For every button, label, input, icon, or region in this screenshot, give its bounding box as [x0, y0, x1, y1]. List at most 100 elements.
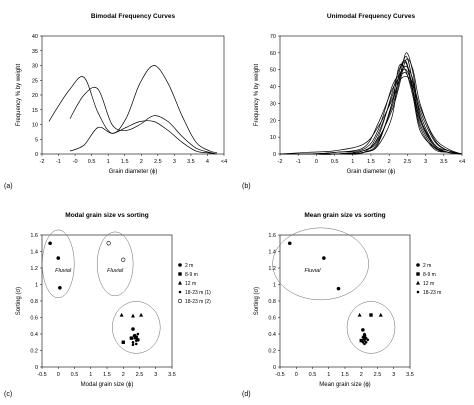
- series-line-3: [69, 120, 218, 155]
- y-tick-label: 20: [270, 118, 276, 124]
- data-point-4: [134, 342, 138, 346]
- x-tick-label: -0: [73, 159, 78, 165]
- y-tick-label: 0.6: [30, 316, 38, 322]
- legend-label: 8-9 m: [423, 272, 436, 278]
- y-axis-label: Frequency % by weight: [16, 63, 22, 126]
- legend-label: 2 m: [423, 263, 431, 269]
- data-point-4: [364, 336, 368, 340]
- y-tick-label: 10: [32, 123, 38, 129]
- x-tick-label: -1: [56, 159, 61, 165]
- x-tick-label: 0: [57, 372, 60, 378]
- panel-label-a: (a): [4, 183, 13, 190]
- data-point-4: [361, 336, 365, 339]
- y-tick-label: 10: [270, 135, 276, 141]
- x-tick-label: 0: [295, 372, 298, 378]
- data-point-4: [361, 340, 365, 344]
- y-tick-label: 60: [270, 51, 276, 57]
- x-tick-label: 3.5: [406, 372, 414, 378]
- data-point-2: [359, 338, 363, 343]
- data-point-2: [129, 336, 134, 340]
- x-tick-label: 2.5: [374, 372, 382, 378]
- series-line-5: [279, 68, 463, 155]
- series-line-7: [279, 58, 463, 155]
- data-point-3: [119, 312, 124, 317]
- y-tick-label: 1: [35, 283, 38, 289]
- y-tick-label: 1.6: [30, 233, 38, 239]
- x-tick-label: 2: [140, 159, 143, 165]
- x-tick-label: 1: [327, 372, 330, 378]
- data-point-4: [363, 339, 366, 342]
- x-tick-label: 1.5: [121, 159, 129, 165]
- chart-modal-vs-sorting: Modal grain size vs sorting 0 0.2 0.4 0.6 0.8…: [16, 212, 211, 388]
- x-tick-label: -2: [40, 159, 45, 165]
- x-tick-label: -1: [296, 159, 301, 165]
- y-tick-label: 0.8: [30, 299, 38, 305]
- x-axis-label: Grain diameter (ϕ): [109, 169, 158, 175]
- cluster-ellipse: [42, 229, 75, 299]
- panel-label-c: (c): [4, 391, 13, 398]
- y-tick-label: 35: [32, 49, 38, 55]
- panel-a: Bimodal Frequency Curves 0 5 10 15 20 25 30 35 40…: [2, 2, 234, 192]
- y-tick-label: 1: [273, 283, 276, 289]
- x-tick-label: 1: [107, 159, 110, 165]
- chart-title: Bimodal Frequency Curves: [91, 13, 176, 20]
- plot-frame: [279, 35, 463, 155]
- data-point-1: [48, 241, 52, 246]
- plot-frame: [41, 234, 173, 368]
- data-point-4: [364, 340, 368, 344]
- data-point-1: [336, 286, 341, 291]
- y-tick-label: 5: [35, 137, 38, 143]
- series-line-9: [279, 76, 463, 155]
- x-tick-label: 2.5: [404, 159, 412, 165]
- y-tick-label: 0.6: [268, 316, 276, 322]
- data-point-1: [287, 241, 292, 246]
- panel-b: Unimodal Frequency Curves 0 10 20 30 40 50 60 70…: [240, 2, 472, 192]
- chart-bimodal: Bimodal Frequency Curves0510152025303540…: [16, 13, 227, 175]
- x-tick-label: 2.5: [154, 159, 162, 165]
- x-tick-label: 0.5: [88, 159, 96, 165]
- annotation-fluvial: Fluvial: [107, 268, 124, 274]
- x-tick-label: 0: [315, 159, 318, 165]
- x-tick-label: 3: [154, 372, 157, 378]
- y-tick-label: 20: [32, 93, 38, 99]
- y-tick-label: 1.4: [30, 250, 38, 256]
- x-tick-label: 1.5: [103, 372, 111, 378]
- legend-marker: [178, 280, 182, 285]
- y-tick-label: 1.2: [268, 266, 276, 272]
- y-tick-label: 30: [270, 101, 276, 107]
- x-tick-label: 1.5: [367, 159, 375, 165]
- x-tick-label: 1.5: [341, 372, 349, 378]
- data-point-4: [134, 339, 138, 342]
- x-tick-label: 2: [122, 372, 125, 378]
- panel-label-b: (b): [242, 183, 251, 190]
- y-tick-label: 50: [270, 68, 276, 74]
- series-line-6: [279, 72, 463, 155]
- y-tick-label: 1.4: [268, 250, 276, 256]
- data-point-3: [131, 313, 135, 318]
- y-tick-label: 15: [32, 108, 38, 114]
- y-tick-label: 0: [273, 152, 276, 158]
- legend-marker: [416, 280, 420, 285]
- x-tick-label: 3: [173, 159, 176, 165]
- y-tick-label: 40: [32, 34, 38, 40]
- data-point-1: [361, 328, 365, 332]
- x-axis-label: Mean grain size (ϕ): [319, 382, 370, 388]
- y-tick-label: 1.6: [268, 233, 276, 239]
- x-tick-label: 0.5: [309, 372, 317, 378]
- legend-marker: [178, 290, 182, 294]
- series-line-2: [69, 86, 218, 155]
- data-point-2: [134, 335, 138, 339]
- y-axis-label: Frequency % by weight: [254, 63, 260, 126]
- data-point-4: [133, 336, 136, 340]
- legend-label: 12 m: [423, 281, 434, 287]
- chart-title: Unimodal Frequency Curves: [327, 13, 416, 20]
- cluster-ellipse: [112, 301, 161, 354]
- data-point-4: [131, 340, 135, 344]
- data-point-4: [363, 342, 366, 346]
- x-tick-label: -0.5: [275, 372, 284, 378]
- chart-title: Mean grain size vs sorting: [304, 212, 385, 219]
- legend-marker: [178, 272, 182, 276]
- x-tick-label: 0.5: [331, 159, 339, 165]
- x-tick-label: 2: [360, 372, 363, 378]
- panel-d: Mean grain size vs sorting 0 0.2 0.4 0.6 0.8 1…: [240, 205, 472, 400]
